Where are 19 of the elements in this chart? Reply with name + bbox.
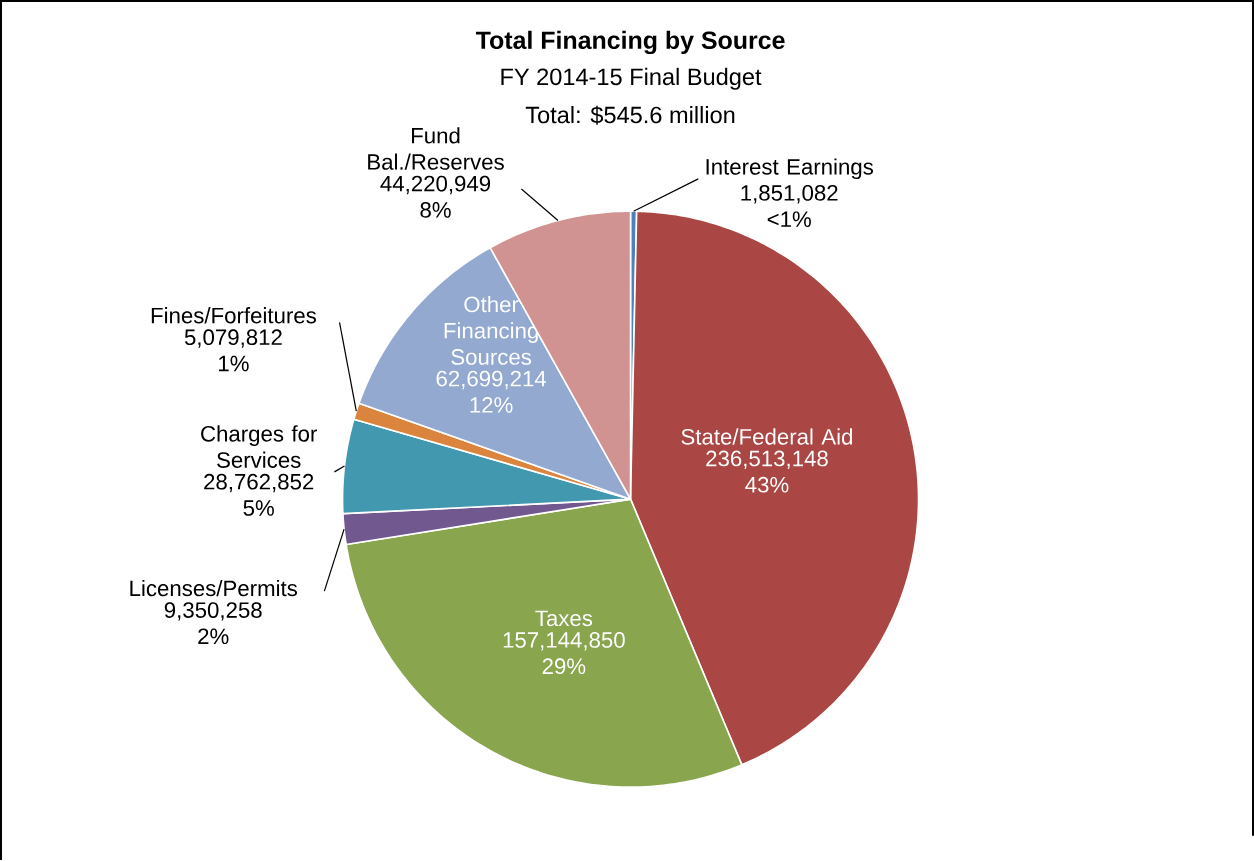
slice-label: Fines/Forfeitures <box>151 307 316 324</box>
slice-label: Licenses/Permits <box>130 579 298 597</box>
slice-label: Interest Earnings <box>706 158 874 180</box>
data-label: 5,079,812 1% <box>184 329 282 372</box>
chart-subtitle: FY 2014-15 Final Budget <box>501 67 762 90</box>
data-label: 236,513,148 43% <box>706 450 828 493</box>
data-label: 157,144,850 29% <box>503 632 625 675</box>
data-label: 44,220,949 8% <box>380 175 491 218</box>
data-label: 62,699,214 12% <box>436 370 547 413</box>
slice-label: State/Federal Aid <box>681 428 852 445</box>
data-label: 1,851,082 <1% <box>741 185 838 227</box>
slice-label: Taxes <box>535 610 593 627</box>
slice-label: Charges for Services <box>201 425 317 468</box>
data-label: 9,350,258 2% <box>164 602 262 645</box>
slice-label: Other Financing Sources <box>444 296 538 365</box>
slice-label: Fund Bal./Reserves <box>368 127 504 170</box>
data-label: 28,762,852 5% <box>204 473 314 516</box>
chart-title: Total Financing by Source <box>475 30 785 55</box>
text: Total: $545.6 million <box>525 105 735 125</box>
